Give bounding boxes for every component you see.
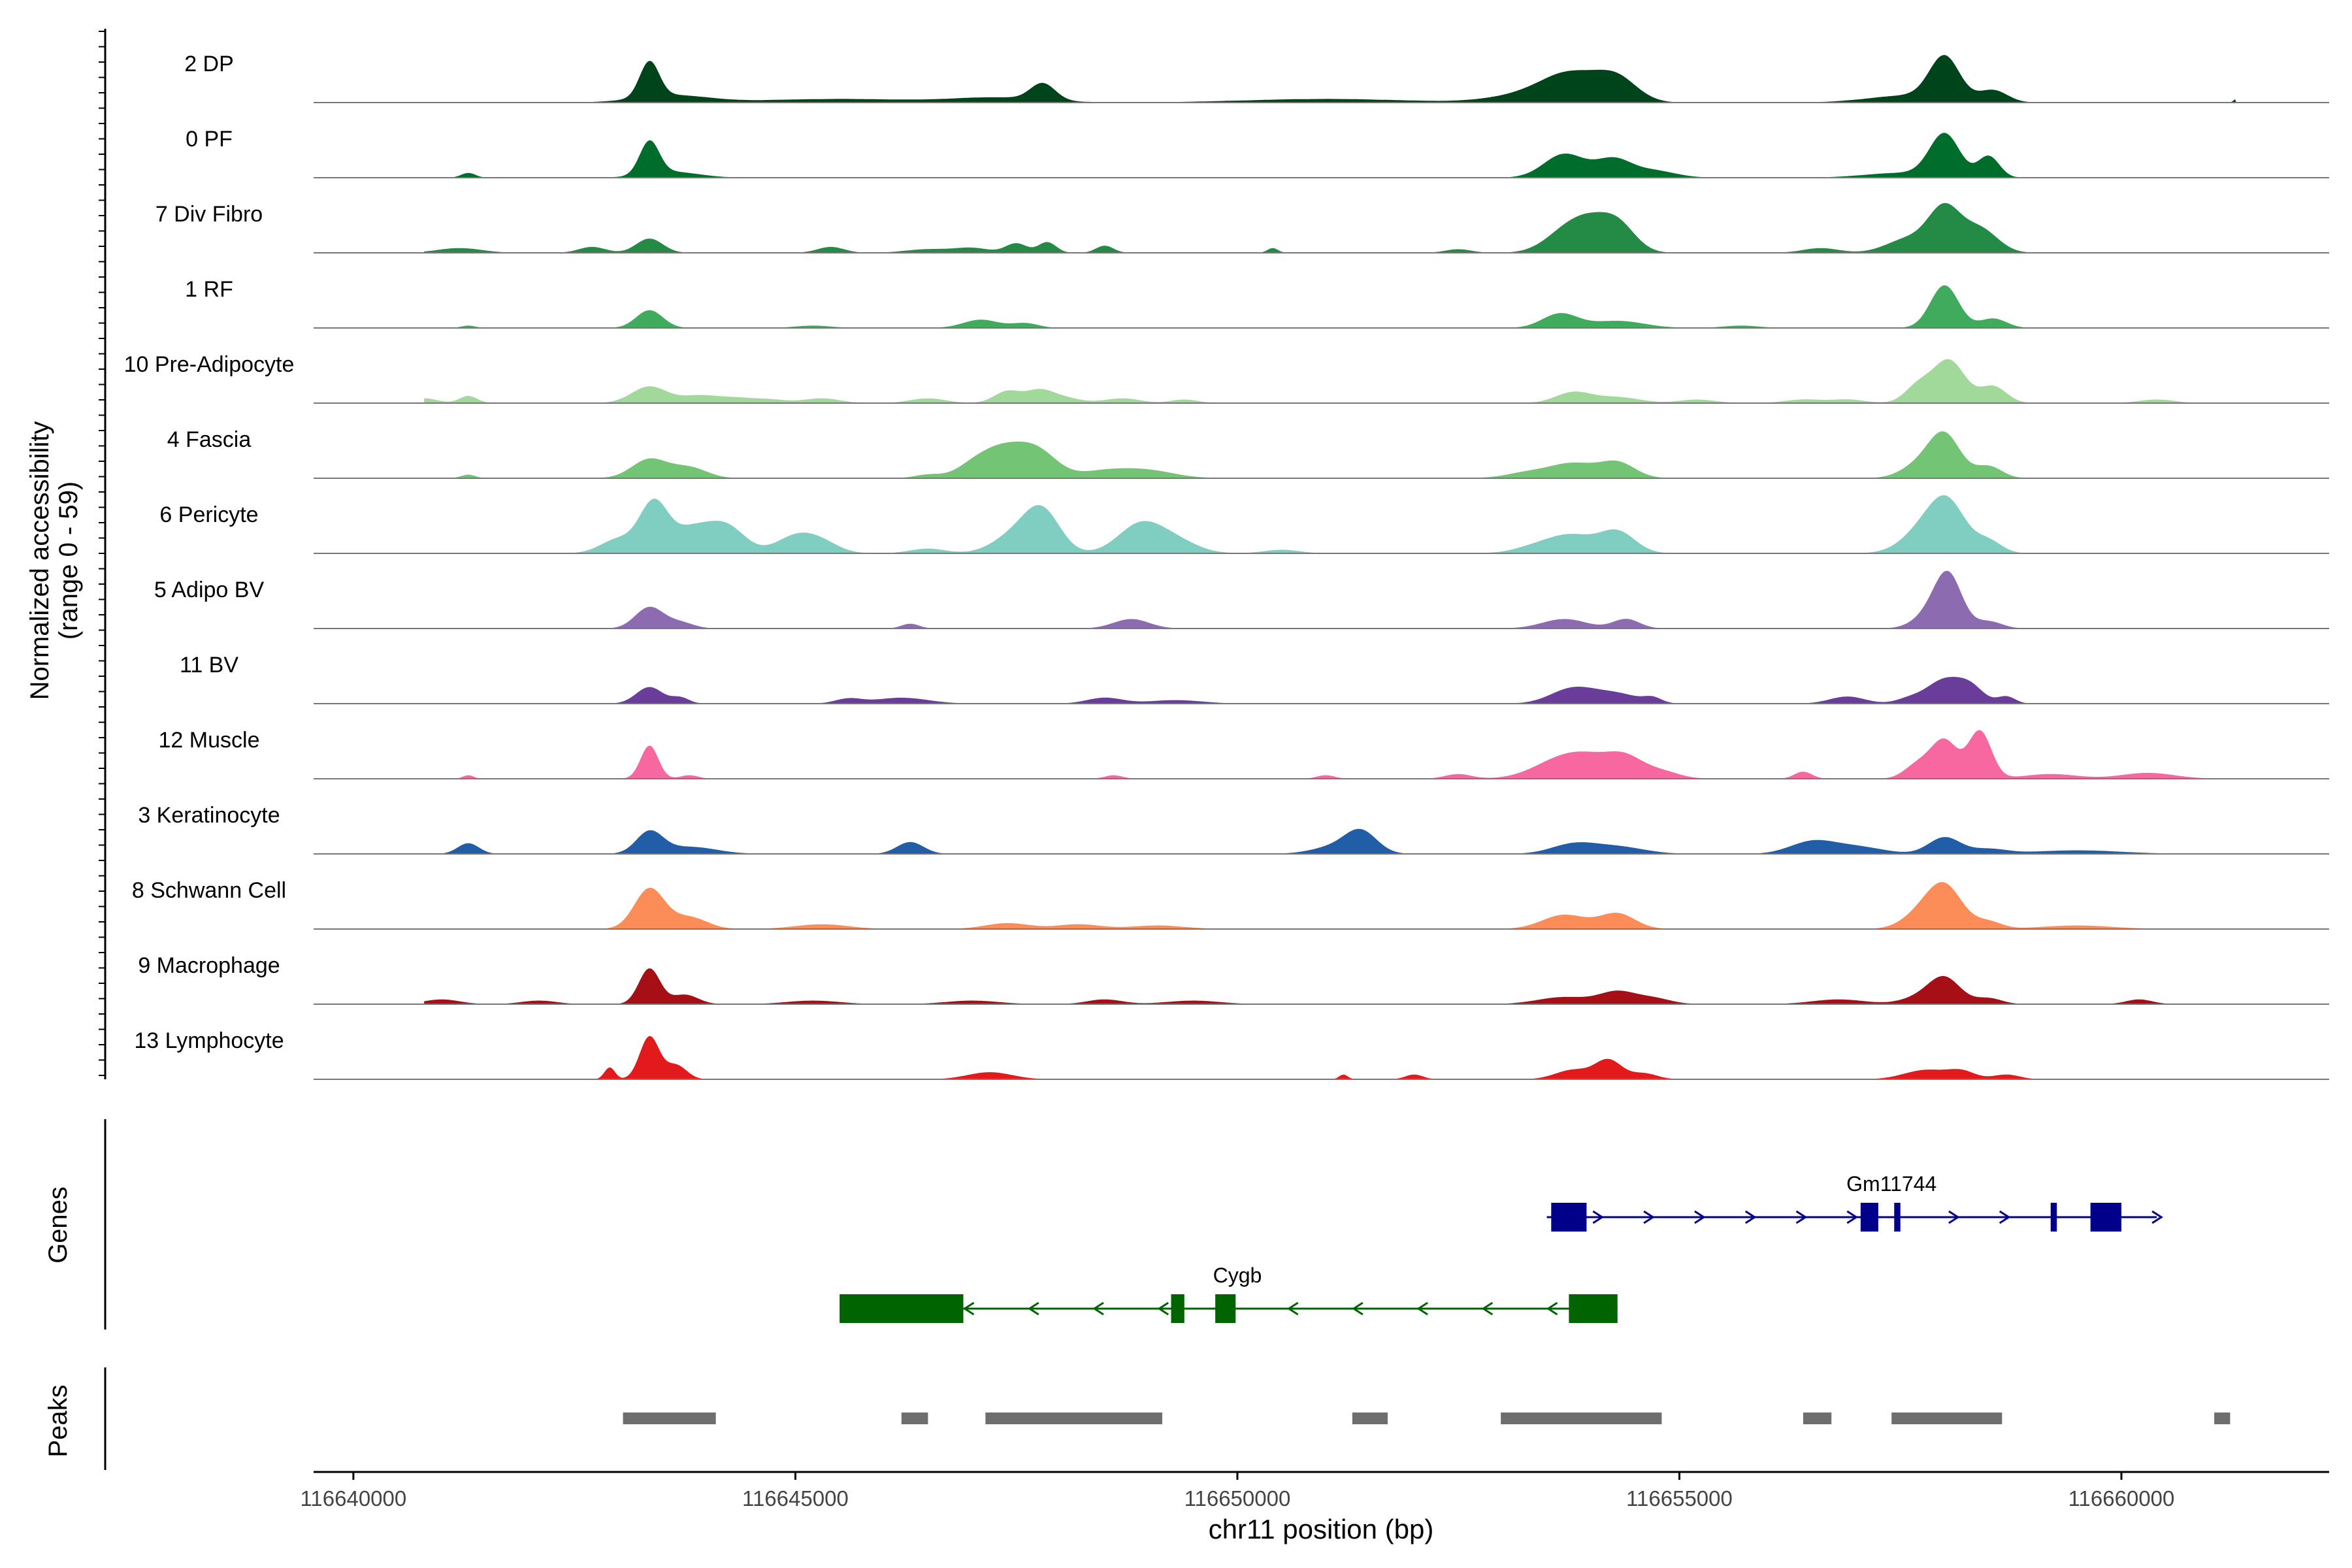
track-7: 5 Adipo BV xyxy=(154,570,2329,629)
x-tick-label: 116650000 xyxy=(1184,1486,1291,1511)
strand-arrow-icon xyxy=(1546,1301,1558,1316)
x-tick-label: 116660000 xyxy=(2068,1486,2175,1511)
gene-exon xyxy=(840,1294,964,1323)
track-label: 0 PF xyxy=(186,127,233,152)
peak-regions xyxy=(623,1413,2230,1424)
peak-region xyxy=(623,1413,716,1424)
x-axis-ticks: 116640000 116645000 116650000 116655000 1166… xyxy=(301,1472,2175,1511)
track-label: 11 BV xyxy=(180,653,238,678)
y-axis-label-line2: (range 0 - 59) xyxy=(54,482,83,640)
track-coverage-area xyxy=(424,828,2236,854)
strand-arrow-icon xyxy=(1592,1210,1605,1224)
strand-arrow-icon xyxy=(1092,1301,1104,1316)
gene-name-label: Gm11744 xyxy=(1846,1172,1936,1196)
x-axis-label: chr11 position (bp) xyxy=(1209,1514,1434,1544)
strand-arrow-icon xyxy=(1948,1210,1960,1224)
track-coverage-area xyxy=(424,495,2236,553)
strand-arrow-icon xyxy=(1027,1301,1039,1316)
track-0: 2 DP xyxy=(184,52,2329,103)
x-tick-label: 116655000 xyxy=(1626,1486,1733,1511)
track-label: 8 Schwann Cell xyxy=(132,878,286,903)
gene-exon xyxy=(2090,1203,2122,1232)
gene-name-label: Cygb xyxy=(1213,1264,1262,1287)
track-label: 13 Lymphocyte xyxy=(134,1028,284,1053)
peak-region xyxy=(1803,1413,1832,1424)
track-label: 12 Muscle xyxy=(159,728,260,753)
track-label: 3 Keratinocyte xyxy=(138,803,280,828)
track-coverage-area xyxy=(424,1036,2236,1079)
track-11: 8 Schwann Cell xyxy=(132,878,2329,930)
peak-region xyxy=(901,1413,928,1424)
strand-arrow-icon xyxy=(1352,1301,1364,1316)
strand-arrow-icon xyxy=(962,1301,975,1316)
track-9: 12 Muscle xyxy=(159,728,2329,779)
strand-arrow-icon xyxy=(1999,1210,2011,1224)
strand-arrow-icon xyxy=(1694,1210,1706,1224)
genes-section-label: Genes xyxy=(44,1186,73,1264)
track-3: 1 RF xyxy=(185,277,2329,329)
peak-region xyxy=(985,1413,1162,1424)
track-label: 5 Adipo BV xyxy=(154,578,265,602)
track-label: 6 Pericyte xyxy=(159,502,258,527)
strand-arrow-icon xyxy=(1481,1301,1494,1316)
track-label: 10 Pre-Adipocyte xyxy=(124,352,295,377)
peak-region xyxy=(1891,1413,2002,1424)
x-tick-label: 116640000 xyxy=(301,1486,407,1511)
track-12: 9 Macrophage xyxy=(138,953,2329,1005)
y-axis-label-line1: Normalized accessibility xyxy=(25,421,54,700)
strand-arrow-icon xyxy=(1795,1210,1808,1224)
track-2: 7 Div Fibro xyxy=(155,202,2329,253)
gene-annotations: Gm11744 Cygb xyxy=(840,1172,2163,1323)
track-1: 0 PF xyxy=(186,127,2329,178)
gene-exon xyxy=(2050,1203,2057,1232)
track-label: 1 RF xyxy=(185,277,233,302)
track-label: 4 Fascia xyxy=(167,427,252,452)
strand-arrow-icon xyxy=(1744,1210,1757,1224)
peaks-section-label: Peaks xyxy=(44,1384,73,1457)
gene-cygb: Cygb xyxy=(840,1264,1618,1323)
strand-arrow-icon xyxy=(1643,1210,1655,1224)
track-8: 11 BV xyxy=(180,653,2329,704)
gene-exon xyxy=(1551,1203,1587,1232)
coverage-y-axis-ticks xyxy=(99,31,105,1076)
track-label: 2 DP xyxy=(184,52,234,76)
strand-arrow-icon xyxy=(1286,1301,1299,1316)
track-5: 4 Fascia xyxy=(167,427,2329,479)
gene-exon xyxy=(1860,1203,1878,1232)
gene-exon xyxy=(1171,1294,1184,1323)
x-tick-label: 116645000 xyxy=(742,1486,849,1511)
peak-region xyxy=(1352,1413,1388,1424)
track-6: 6 Pericyte xyxy=(159,495,2329,554)
coverage-tracks: 2 DP 0 PF 7 Div Fibro 1 RF 10 Pre-Adipocyte 4… xyxy=(124,52,2329,1080)
gene-gm11744: Gm11744 xyxy=(1546,1172,2163,1232)
strand-arrow-icon xyxy=(1157,1301,1169,1316)
peak-region xyxy=(2214,1413,2230,1424)
gene-exon xyxy=(1894,1203,1901,1232)
peak-region xyxy=(1501,1413,1662,1424)
strand-arrow-icon xyxy=(1416,1301,1428,1316)
strand-arrow-icon xyxy=(2151,1210,2163,1224)
strand-arrow-icon xyxy=(1846,1210,1859,1224)
gene-exon xyxy=(1569,1294,1618,1323)
track-label: 9 Macrophage xyxy=(138,953,280,978)
track-10: 3 Keratinocyte xyxy=(138,803,2329,855)
track-4: 10 Pre-Adipocyte xyxy=(124,352,2329,404)
track-13: 13 Lymphocyte xyxy=(134,1028,2329,1080)
track-label: 7 Div Fibro xyxy=(155,202,263,227)
gene-exon xyxy=(1215,1294,1236,1323)
